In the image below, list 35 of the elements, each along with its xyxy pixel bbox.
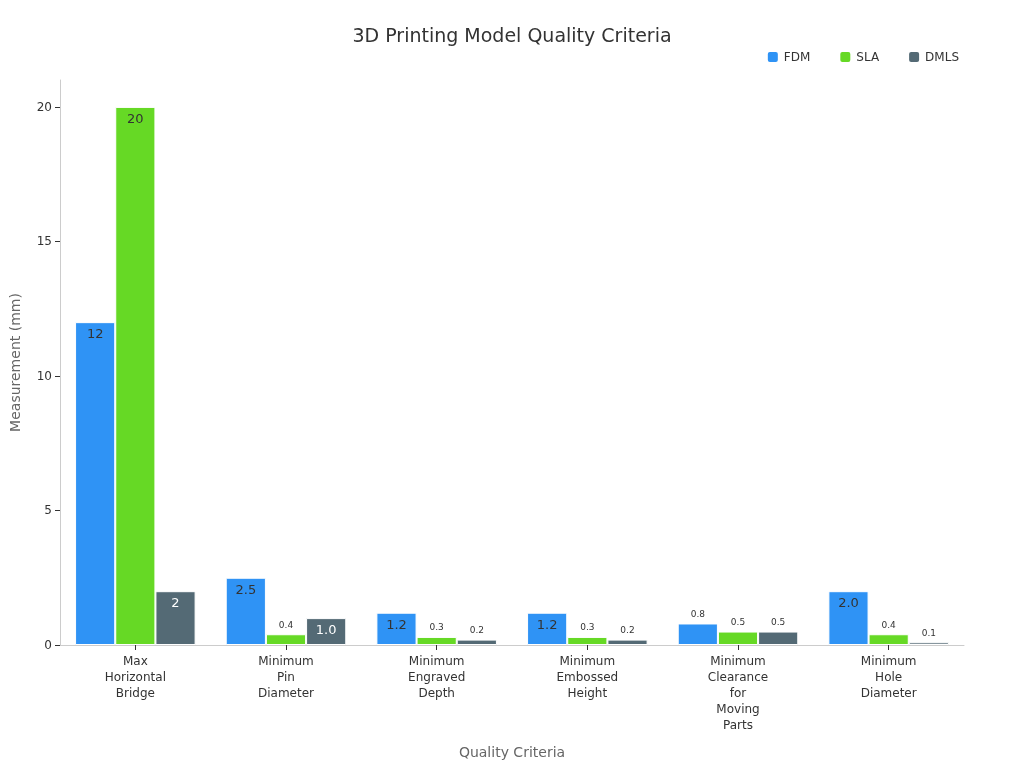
y-tick-label: 20 <box>36 99 52 114</box>
y-tick-label: 15 <box>36 234 52 249</box>
data-label: 2.5 <box>235 581 257 597</box>
data-label: 1.2 <box>536 616 558 632</box>
x-tick-label: Minimum Engraved Depth <box>408 654 466 700</box>
data-label: 0.5 <box>771 617 786 628</box>
data-label: 0.2 <box>469 625 485 636</box>
data-label: 2.0 <box>838 595 859 611</box>
data-label: 1.0 <box>315 622 337 638</box>
data-label: 0.2 <box>620 625 635 636</box>
chart-title: 3D Printing Model Quality Criteria <box>352 23 672 46</box>
data-label: 2 <box>171 595 180 611</box>
y-tick-label: 10 <box>36 368 52 383</box>
y-axis-title: Measurement (mm) <box>7 293 23 432</box>
legend-label: DMLS <box>925 50 960 64</box>
x-tick-label: Minimum Embossed Height <box>556 654 619 700</box>
data-label: 0.4 <box>278 619 294 630</box>
x-tick-label: Minimum Pin Diameter <box>257 654 315 700</box>
legend-label: FDM <box>783 50 811 64</box>
data-label: 0.3 <box>580 622 595 633</box>
data-label: 0.8 <box>690 608 706 619</box>
x-axis-title: Quality Criteria <box>458 744 566 760</box>
data-label: 0.4 <box>881 619 897 630</box>
y-tick-label: 5 <box>44 503 52 518</box>
legend-label: SLA <box>856 50 880 64</box>
x-tick-label: Minimum Clearance for Moving Parts <box>707 654 769 732</box>
x-tick-label: Minimum Hole Diameter <box>860 654 917 700</box>
data-label: 20 <box>127 110 144 126</box>
x-tick-label: Max Horizontal Bridge <box>104 654 166 700</box>
y-tick-label: 0 <box>44 638 52 652</box>
data-label: 0.1 <box>921 627 937 638</box>
data-label: 12 <box>86 326 104 342</box>
data-label: 0.3 <box>429 622 444 633</box>
data-label: 0.5 <box>730 617 746 628</box>
data-label: 1.2 <box>386 616 407 632</box>
